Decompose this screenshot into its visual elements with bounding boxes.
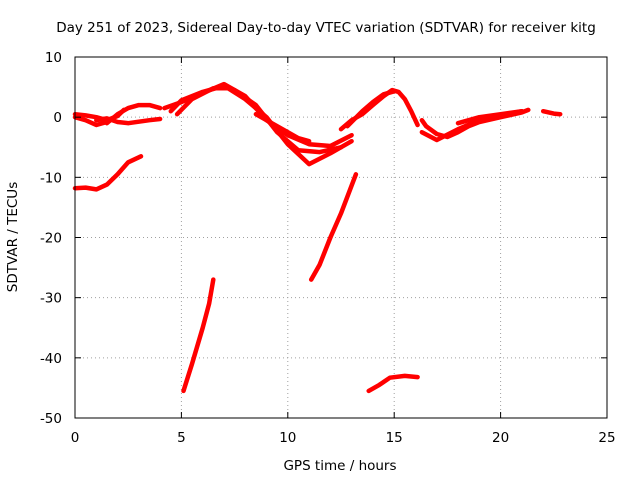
- series-arc-18: [366, 373, 420, 394]
- series-arc-4: [104, 102, 163, 126]
- y-tick-label: -10: [40, 170, 62, 186]
- series-arc-15: [540, 108, 563, 117]
- y-tick-label: -20: [40, 231, 62, 247]
- y-tick-label: 10: [45, 50, 62, 66]
- x-tick-label: 5: [177, 430, 186, 446]
- series-layer: [72, 81, 563, 394]
- x-tick-label: 0: [71, 430, 80, 446]
- y-tick-label: -50: [40, 411, 62, 427]
- x-tick-label: 10: [279, 430, 296, 446]
- axis-ticks: 0 5 10 15 20 25 10 0 -10 -20 -30 -40 -50: [40, 50, 616, 446]
- chart-title: Day 251 of 2023, Sidereal Day-to-day VTE…: [56, 20, 596, 36]
- x-tick-label: 15: [386, 430, 403, 446]
- series-arc-14: [455, 108, 525, 126]
- series-arc-5: [72, 154, 144, 192]
- x-axis-label: GPS time / hours: [283, 458, 396, 474]
- y-tick-label: 0: [53, 110, 62, 126]
- series-arc-2: [72, 114, 110, 128]
- series-arc-16: [181, 277, 216, 394]
- series-arc-17: [308, 172, 359, 282]
- series-arc-11: [345, 89, 397, 129]
- x-tick-label: 20: [492, 430, 509, 446]
- series-arc-3: [94, 116, 163, 126]
- x-tick-label: 25: [598, 430, 615, 446]
- series-arc-9: [253, 111, 312, 144]
- y-axis-label: SDTVAR / TECUs: [5, 182, 21, 292]
- series-arc-8: [174, 86, 354, 167]
- y-tick-label: -30: [40, 291, 62, 307]
- y-tick-label: -40: [40, 351, 62, 367]
